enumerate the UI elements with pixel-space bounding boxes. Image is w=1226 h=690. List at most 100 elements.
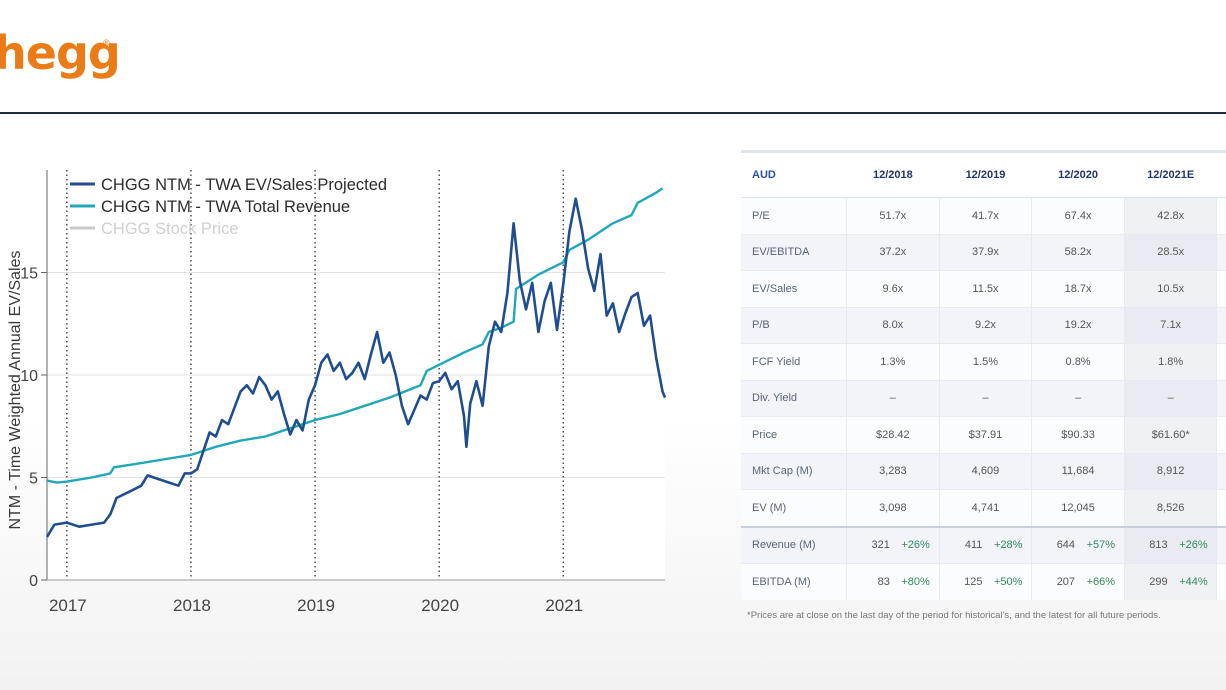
growth-cell: 813 +26%	[1123, 526, 1217, 564]
row-label: Price	[741, 416, 847, 454]
x-tick-label: 2017	[49, 596, 87, 615]
table-cell: 8,526	[1123, 489, 1217, 528]
growth-row: EBITDA (M) 83 +80% 125 +50% 207 +66% 299 +44% 377	[741, 563, 1226, 600]
row-label: FCF Yield	[741, 343, 847, 381]
row-label: EBITDA (M)	[741, 563, 847, 600]
y-tick-label: 10	[20, 368, 38, 385]
table-cell: 6.	[1216, 307, 1226, 344]
x-tick-label: 2021	[545, 596, 583, 615]
metric-value: 299	[1149, 575, 1168, 588]
growth-cell: 644 +57%	[1031, 526, 1125, 564]
table-cell: 11.5x	[938, 270, 1032, 308]
table-cell: 3,283	[846, 453, 940, 490]
growth-percent: +50%	[993, 575, 1023, 588]
table-cell: $37.91	[938, 416, 1032, 454]
growth-cell: 321 +26%	[846, 526, 940, 564]
table-cell: 4,741	[938, 489, 1032, 528]
header-divider	[0, 112, 1226, 114]
table-cell: 0.8%	[1031, 343, 1125, 381]
table-cell: 11,684	[1031, 453, 1125, 490]
y-tick-label: 0	[29, 573, 38, 590]
table-cell: 34	[1216, 197, 1226, 235]
y-tick-label: 15	[20, 266, 38, 283]
metric-value: 644	[1056, 539, 1076, 552]
period-header: 12/2021E	[1124, 150, 1217, 198]
table-cell: 8.	[1216, 270, 1226, 308]
row-label: EV/Sales	[741, 270, 847, 308]
table-row: Div. Yield–––––	[741, 380, 1226, 417]
period-header: 12/2	[1216, 150, 1226, 198]
growth-cell: 125 +50%	[938, 563, 1032, 600]
table-cell: 1.3%	[846, 343, 940, 381]
chegg-logo: hegg	[0, 26, 121, 80]
table-cell: 4,609	[938, 453, 1032, 490]
currency-header: AUD	[741, 150, 847, 198]
table-cell: $28.42	[846, 416, 940, 454]
table-footnote: *Prices are at close on the last day of …	[747, 610, 1161, 621]
metric-value: 83	[877, 575, 890, 588]
metric-value: 321	[871, 539, 890, 552]
table-cell: 37.2x	[846, 234, 940, 271]
table-cell: 3,098	[846, 489, 940, 528]
period-header: 12/2019	[939, 150, 1032, 198]
table-cell: –	[846, 380, 940, 417]
table-cell: 37.9x	[938, 234, 1032, 271]
table-cell: $61	[1216, 416, 1226, 454]
table-cell: 7.1x	[1123, 307, 1217, 344]
growth-cell: 411 +28%	[938, 526, 1032, 564]
ev-sales-chart: 0 5 10 15 2017 2018 2019 2020 2021 NTM - Time Wei…	[7, 170, 667, 615]
row-label: Div. Yield	[741, 380, 847, 417]
growth-percent: +80%	[901, 575, 930, 588]
table-row: Price$28.42$37.91$90.33$61.60*$61	[741, 416, 1226, 454]
table-cell: 22	[1216, 234, 1226, 271]
table-cell: 18.7x	[1031, 270, 1125, 308]
table-cell: 42.8x	[1123, 197, 1217, 235]
row-label: EV (M)	[741, 489, 847, 528]
table-cell: 2.4	[1216, 343, 1226, 381]
table-cell: 1.8%	[1123, 343, 1217, 381]
table-cell: 8.0x	[846, 307, 940, 344]
table-cell: 12,045	[1031, 489, 1125, 528]
growth-cell: 207 +66%	[1031, 563, 1125, 600]
growth-percent: +66%	[1086, 575, 1116, 588]
metric-value: 813	[1149, 539, 1168, 552]
growth-percent: +57%	[1086, 539, 1116, 552]
series-line-0	[45, 197, 667, 538]
table-cell: –	[1123, 380, 1217, 417]
x-tick-label: 2018	[173, 596, 211, 615]
period-header: 12/2020	[1031, 150, 1125, 198]
metric-value: 207	[1056, 575, 1076, 588]
metric-value: 377	[1222, 576, 1226, 588]
row-label: P/E	[741, 197, 847, 235]
series-line-1	[46, 187, 664, 484]
table-cell: 9.6x	[846, 270, 940, 308]
table-cell: 58.2x	[1031, 234, 1125, 271]
period-header: 12/2018	[846, 150, 940, 198]
table-cell: –	[1031, 380, 1125, 417]
growth-percent: +28%	[993, 539, 1023, 552]
table-cell: $90.33	[1031, 416, 1125, 454]
table-cell: $61.60*	[1123, 416, 1217, 454]
table-cell: 19.2x	[1031, 307, 1125, 344]
metric-value: 997	[1222, 539, 1226, 551]
table-cell: 8,912	[1123, 453, 1217, 490]
table-cell: 28.5x	[1123, 234, 1217, 271]
row-label: Mkt Cap (M)	[741, 453, 847, 490]
table-cell: –	[938, 380, 1032, 417]
growth-cell: 299 +44%	[1123, 563, 1217, 600]
y-tick-label: 5	[29, 471, 38, 488]
x-tick-label: 2020	[421, 596, 459, 615]
metric-value: 411	[964, 539, 983, 552]
row-label: Revenue (M)	[741, 526, 847, 564]
table-cell: 8,9	[1216, 453, 1226, 490]
growth-row: Revenue (M) 321 +26% 411 +28% 644 +57% 813 +26% 9…	[741, 526, 1226, 564]
table-cell: 8,5	[1216, 489, 1226, 528]
